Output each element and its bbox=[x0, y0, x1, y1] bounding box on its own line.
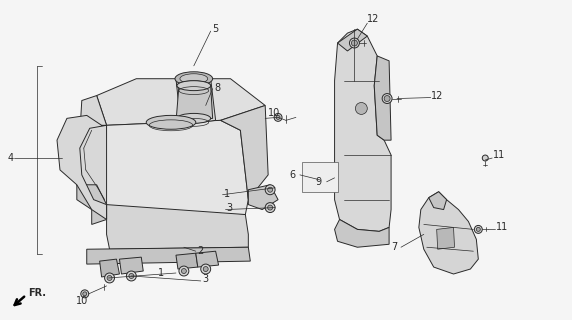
Circle shape bbox=[482, 155, 488, 161]
Polygon shape bbox=[77, 185, 106, 210]
Text: 7: 7 bbox=[391, 242, 397, 252]
Text: 1: 1 bbox=[158, 268, 164, 278]
Polygon shape bbox=[335, 220, 389, 247]
Circle shape bbox=[105, 273, 114, 283]
Polygon shape bbox=[176, 86, 213, 122]
Polygon shape bbox=[337, 29, 367, 51]
Circle shape bbox=[107, 276, 112, 280]
Text: 10: 10 bbox=[76, 296, 88, 306]
Ellipse shape bbox=[146, 116, 196, 129]
Circle shape bbox=[384, 96, 390, 101]
Text: 8: 8 bbox=[214, 83, 221, 92]
Ellipse shape bbox=[175, 72, 213, 86]
Text: 11: 11 bbox=[496, 222, 509, 232]
Ellipse shape bbox=[177, 81, 210, 91]
Circle shape bbox=[81, 290, 89, 298]
Polygon shape bbox=[77, 96, 112, 210]
Text: 3: 3 bbox=[202, 274, 209, 284]
Polygon shape bbox=[176, 79, 216, 125]
Circle shape bbox=[179, 266, 189, 276]
Circle shape bbox=[327, 175, 332, 180]
Polygon shape bbox=[221, 106, 268, 200]
Text: 12: 12 bbox=[367, 14, 380, 24]
Text: 10: 10 bbox=[268, 108, 280, 118]
Polygon shape bbox=[97, 79, 265, 125]
Circle shape bbox=[349, 38, 359, 48]
Polygon shape bbox=[120, 257, 143, 274]
Text: 6: 6 bbox=[290, 170, 296, 180]
Polygon shape bbox=[335, 29, 391, 231]
Circle shape bbox=[476, 228, 480, 231]
Polygon shape bbox=[436, 228, 455, 249]
Polygon shape bbox=[419, 192, 478, 274]
Polygon shape bbox=[176, 253, 198, 269]
Text: 11: 11 bbox=[493, 150, 506, 160]
Text: FR.: FR. bbox=[28, 288, 46, 298]
Circle shape bbox=[268, 187, 273, 192]
Polygon shape bbox=[196, 251, 219, 267]
Circle shape bbox=[265, 185, 275, 195]
Text: 9: 9 bbox=[316, 177, 321, 187]
Circle shape bbox=[265, 203, 275, 212]
Text: 2: 2 bbox=[197, 246, 203, 256]
Circle shape bbox=[474, 225, 482, 233]
Circle shape bbox=[325, 173, 335, 183]
Polygon shape bbox=[100, 259, 120, 277]
Circle shape bbox=[126, 271, 136, 281]
Polygon shape bbox=[92, 204, 106, 224]
Circle shape bbox=[83, 292, 87, 296]
Polygon shape bbox=[429, 192, 447, 210]
Circle shape bbox=[181, 268, 186, 274]
Text: 3: 3 bbox=[227, 203, 233, 212]
Polygon shape bbox=[87, 247, 251, 264]
Circle shape bbox=[201, 264, 210, 274]
Circle shape bbox=[355, 102, 367, 114]
Circle shape bbox=[203, 267, 208, 272]
Polygon shape bbox=[302, 162, 337, 192]
Circle shape bbox=[351, 40, 358, 46]
Ellipse shape bbox=[180, 74, 208, 84]
Circle shape bbox=[129, 274, 134, 278]
Polygon shape bbox=[106, 120, 248, 220]
Circle shape bbox=[382, 93, 392, 103]
Text: 1: 1 bbox=[224, 189, 230, 199]
Polygon shape bbox=[248, 185, 278, 210]
Text: 12: 12 bbox=[431, 91, 443, 100]
Text: 4: 4 bbox=[7, 153, 14, 163]
Polygon shape bbox=[57, 116, 106, 220]
Ellipse shape bbox=[177, 113, 210, 123]
Text: 5: 5 bbox=[213, 24, 219, 34]
Circle shape bbox=[274, 113, 282, 121]
Polygon shape bbox=[106, 204, 248, 249]
Circle shape bbox=[276, 116, 280, 119]
Circle shape bbox=[268, 205, 273, 210]
Polygon shape bbox=[374, 56, 391, 140]
